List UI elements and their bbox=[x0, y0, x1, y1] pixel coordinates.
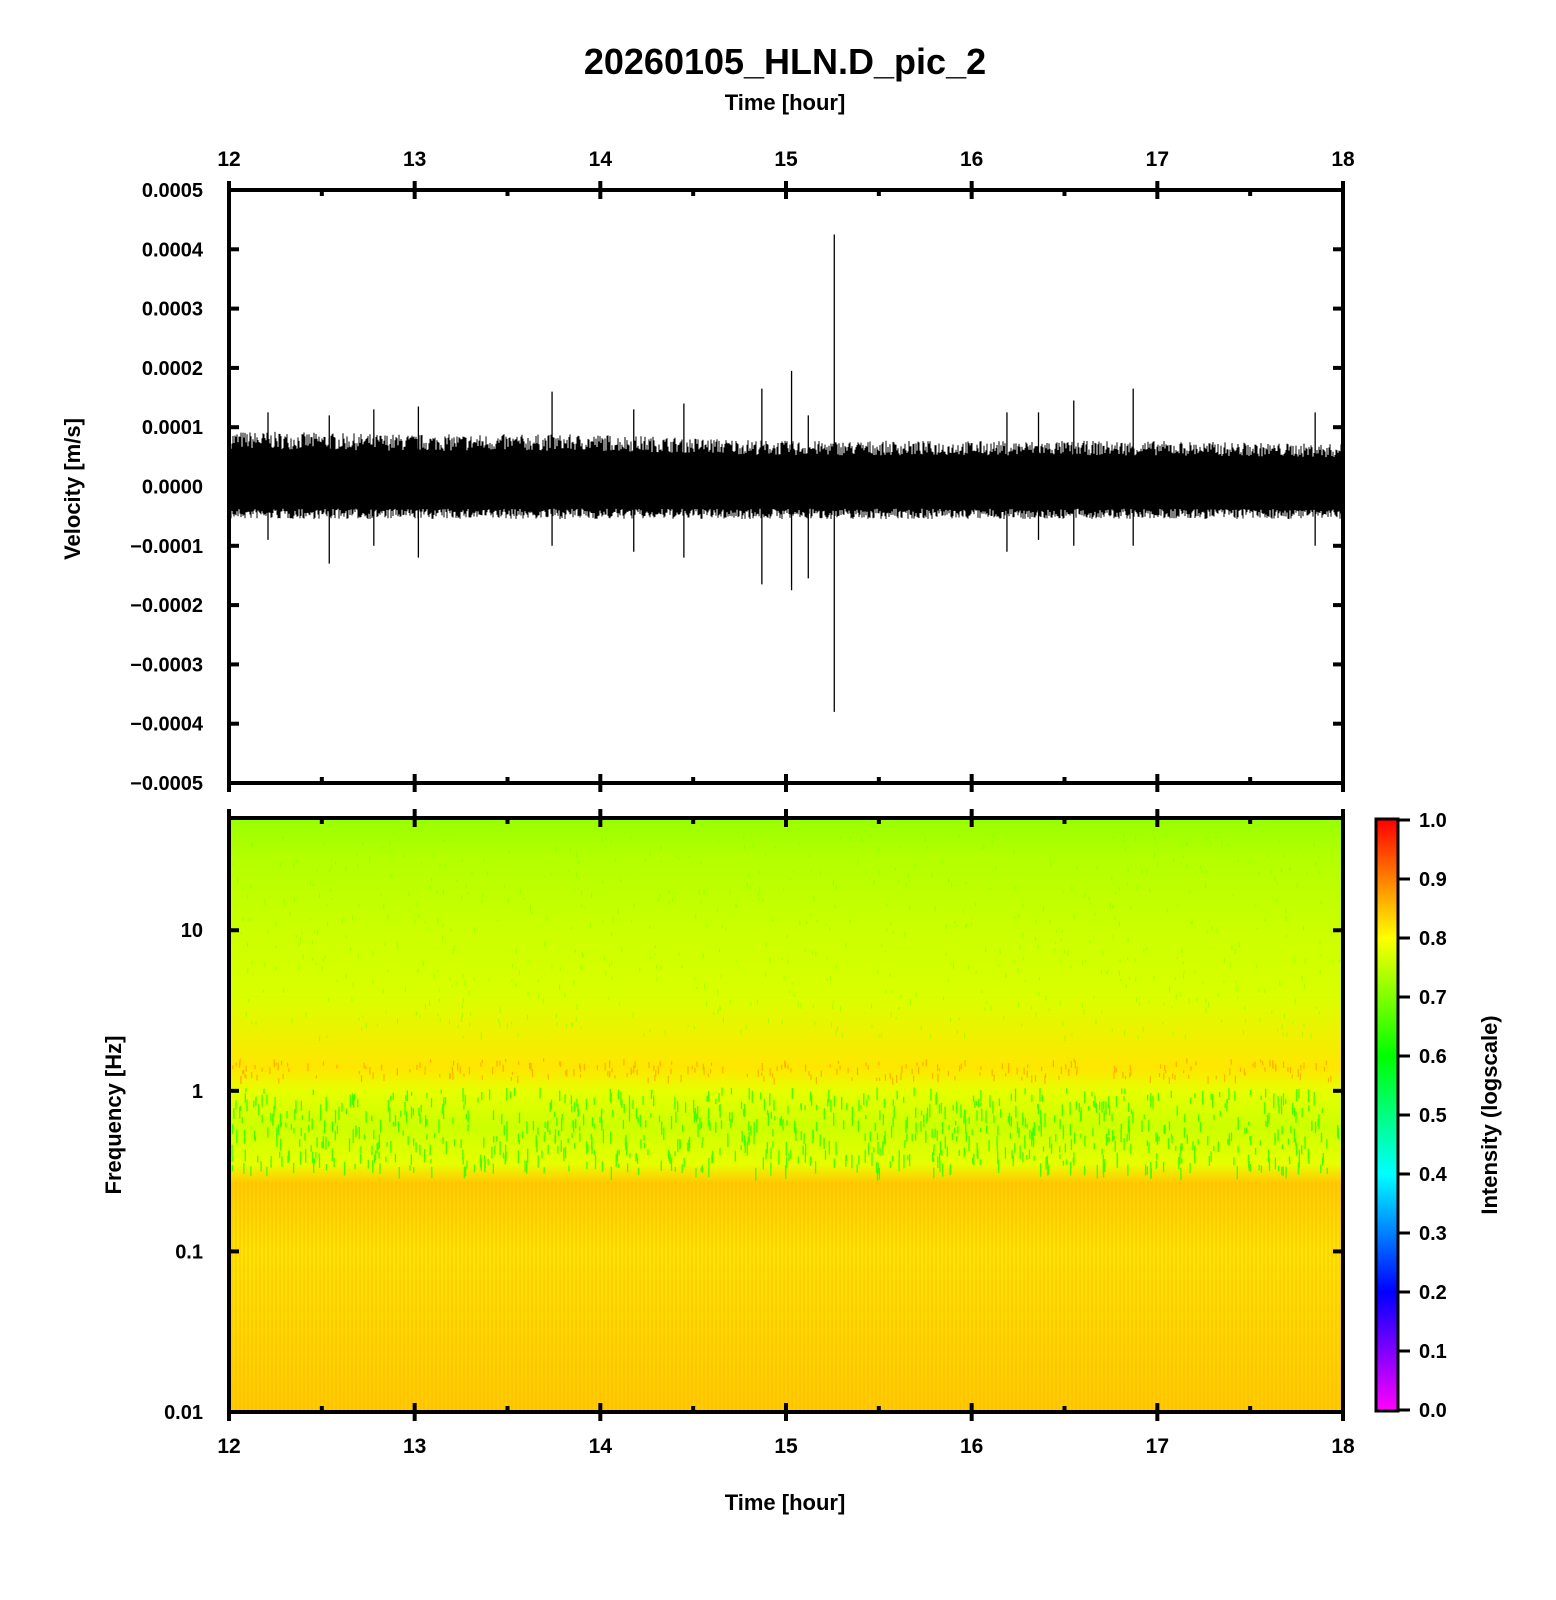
y-tick-label: 0.0005 bbox=[142, 180, 203, 202]
waveform-x-ticks: 12 13 14 15 16 17 18 bbox=[217, 148, 1355, 792]
spectrogram-x-ticks: 12 13 14 15 16 17 18 bbox=[217, 809, 1355, 1458]
y-tick-label: 0.0004 bbox=[142, 239, 204, 261]
waveform-y-ticks: 0.0005 0.0004 0.0003 0.0002 0.0001 0.0000 −0.0… bbox=[130, 180, 1343, 795]
x-tick-label: 18 bbox=[1331, 148, 1355, 171]
colorbar-tick-label: 0.1 bbox=[1419, 1341, 1447, 1363]
waveform-noise-envelope bbox=[230, 431, 1342, 520]
waveform-panel: 0.0005 0.0004 0.0003 0.0002 0.0001 0.0000 −0.0… bbox=[60, 148, 1355, 795]
colorbar: 1.0 0.9 0.8 0.7 0.6 0.5 0.4 0.3 0.2 0.1 0.0 Intens… bbox=[1374, 810, 1502, 1422]
y-tick-label: −0.0002 bbox=[130, 595, 203, 617]
x-tick-label: 13 bbox=[403, 148, 426, 171]
colorbar-tick-label: 0.6 bbox=[1419, 1046, 1447, 1068]
x-tick-label: 12 bbox=[217, 1435, 240, 1458]
waveform-traces bbox=[230, 234, 1342, 712]
spectrogram-speckle-orange bbox=[232, 1058, 1332, 1085]
colorbar-tick-label: 0.0 bbox=[1419, 1400, 1447, 1422]
spectrogram-striping bbox=[231, 1182, 1341, 1410]
colorbar-tick-label: 0.2 bbox=[1419, 1282, 1447, 1304]
y-tick-label: 0.0001 bbox=[142, 417, 203, 439]
x-tick-label: 16 bbox=[960, 1435, 983, 1458]
y-tick-label: −0.0005 bbox=[130, 773, 203, 795]
x-tick-label: 14 bbox=[589, 1435, 613, 1458]
x-tick-label: 18 bbox=[1331, 1435, 1355, 1458]
spectrogram-image bbox=[231, 820, 1341, 1410]
colorbar-label: Intensity (logscale) bbox=[1477, 1015, 1502, 1214]
spectrogram-texture bbox=[231, 833, 1341, 1410]
y-tick-label: 0.0003 bbox=[142, 299, 203, 321]
chart-title: 20260105_HLN.D_pic_2 bbox=[584, 41, 986, 82]
colorbar-ticks: 1.0 0.9 0.8 0.7 0.6 0.5 0.4 0.3 0.2 0.1 0.0 bbox=[1398, 810, 1448, 1422]
colorbar-tick-label: 0.3 bbox=[1419, 1223, 1447, 1245]
spectrogram-y-ticks: 10 1 0.1 0.01 bbox=[164, 920, 1343, 1424]
colorbar-tick-label: 0.5 bbox=[1419, 1105, 1447, 1127]
y-tick-label: 1 bbox=[192, 1081, 203, 1103]
x-tick-label: 15 bbox=[774, 148, 798, 171]
top-x-axis-label: Time [hour] bbox=[725, 90, 846, 115]
y-tick-label: −0.0004 bbox=[130, 714, 204, 736]
spectrogram-speckle-green bbox=[231, 1087, 1339, 1181]
spectrogram-x-axis-label: Time [hour] bbox=[725, 1490, 846, 1515]
x-tick-label: 17 bbox=[1146, 1435, 1169, 1458]
x-tick-label: 13 bbox=[403, 1435, 426, 1458]
x-tick-label: 16 bbox=[960, 148, 983, 171]
x-tick-label: 15 bbox=[774, 1435, 798, 1458]
y-tick-label: 0.1 bbox=[175, 1241, 203, 1263]
x-tick-label: 12 bbox=[217, 148, 240, 171]
colorbar-gradient bbox=[1377, 820, 1397, 1410]
y-tick-label: 0.01 bbox=[164, 1402, 203, 1424]
y-tick-label: 0.0002 bbox=[142, 358, 203, 380]
waveform-y-axis-label: Velocity [m/s] bbox=[60, 418, 85, 560]
x-tick-label: 14 bbox=[589, 148, 613, 171]
colorbar-tick-label: 0.4 bbox=[1419, 1164, 1448, 1186]
y-tick-label: −0.0003 bbox=[130, 654, 203, 676]
y-tick-label: −0.0001 bbox=[130, 536, 203, 558]
colorbar-tick-label: 0.7 bbox=[1419, 987, 1447, 1009]
y-tick-label: 0.0000 bbox=[142, 477, 203, 499]
colorbar-tick-label: 1.0 bbox=[1419, 810, 1447, 832]
y-tick-label: 10 bbox=[181, 920, 203, 942]
colorbar-tick-label: 0.8 bbox=[1419, 928, 1447, 950]
spectrogram-speckle-upper bbox=[232, 833, 1341, 1042]
spectrogram-y-axis-label: Frequency [Hz] bbox=[101, 1036, 126, 1195]
x-tick-label: 17 bbox=[1146, 148, 1169, 171]
colorbar-tick-label: 0.9 bbox=[1419, 869, 1447, 891]
spectrogram-panel: 10 1 0.1 0.01 12 13 14 15 16 17 18 Frequency [Hz]… bbox=[101, 809, 1355, 1515]
